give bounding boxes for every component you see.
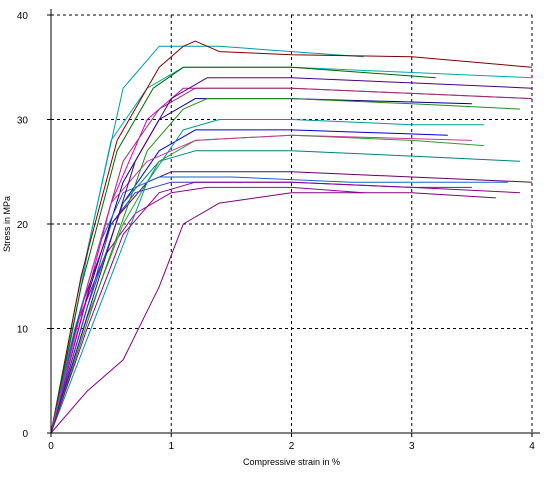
x-tick-label: 0 <box>48 441 54 452</box>
series-line-5 <box>50 40 533 434</box>
y-tick-label: 10 <box>17 325 29 336</box>
series-line-20 <box>50 181 521 434</box>
series-line-18 <box>50 77 533 434</box>
series-line-1 <box>50 192 496 434</box>
y-axis-label: Stress in MPa <box>2 196 12 252</box>
data-series <box>50 40 533 434</box>
axes <box>47 9 540 437</box>
series-line-15 <box>50 176 508 434</box>
series-line-3 <box>50 45 364 434</box>
series-line-17 <box>50 119 484 434</box>
series-line-6 <box>50 66 436 434</box>
y-tick-label: 0 <box>22 429 28 440</box>
x-axis-label: Compressive strain in % <box>243 457 340 467</box>
x-tick-label: 1 <box>168 441 174 452</box>
series-line-4 <box>50 66 533 434</box>
x-tick-label: 3 <box>409 441 415 452</box>
series-line-19 <box>50 98 521 434</box>
y-tick-label: 30 <box>17 116 29 127</box>
series-line-11 <box>50 134 484 434</box>
x-tick-label: 2 <box>289 441 295 452</box>
y-tick-label: 20 <box>17 220 29 231</box>
y-tick-label: 40 <box>17 11 29 22</box>
series-line-10 <box>50 150 521 434</box>
x-tick-label: 4 <box>529 441 535 452</box>
